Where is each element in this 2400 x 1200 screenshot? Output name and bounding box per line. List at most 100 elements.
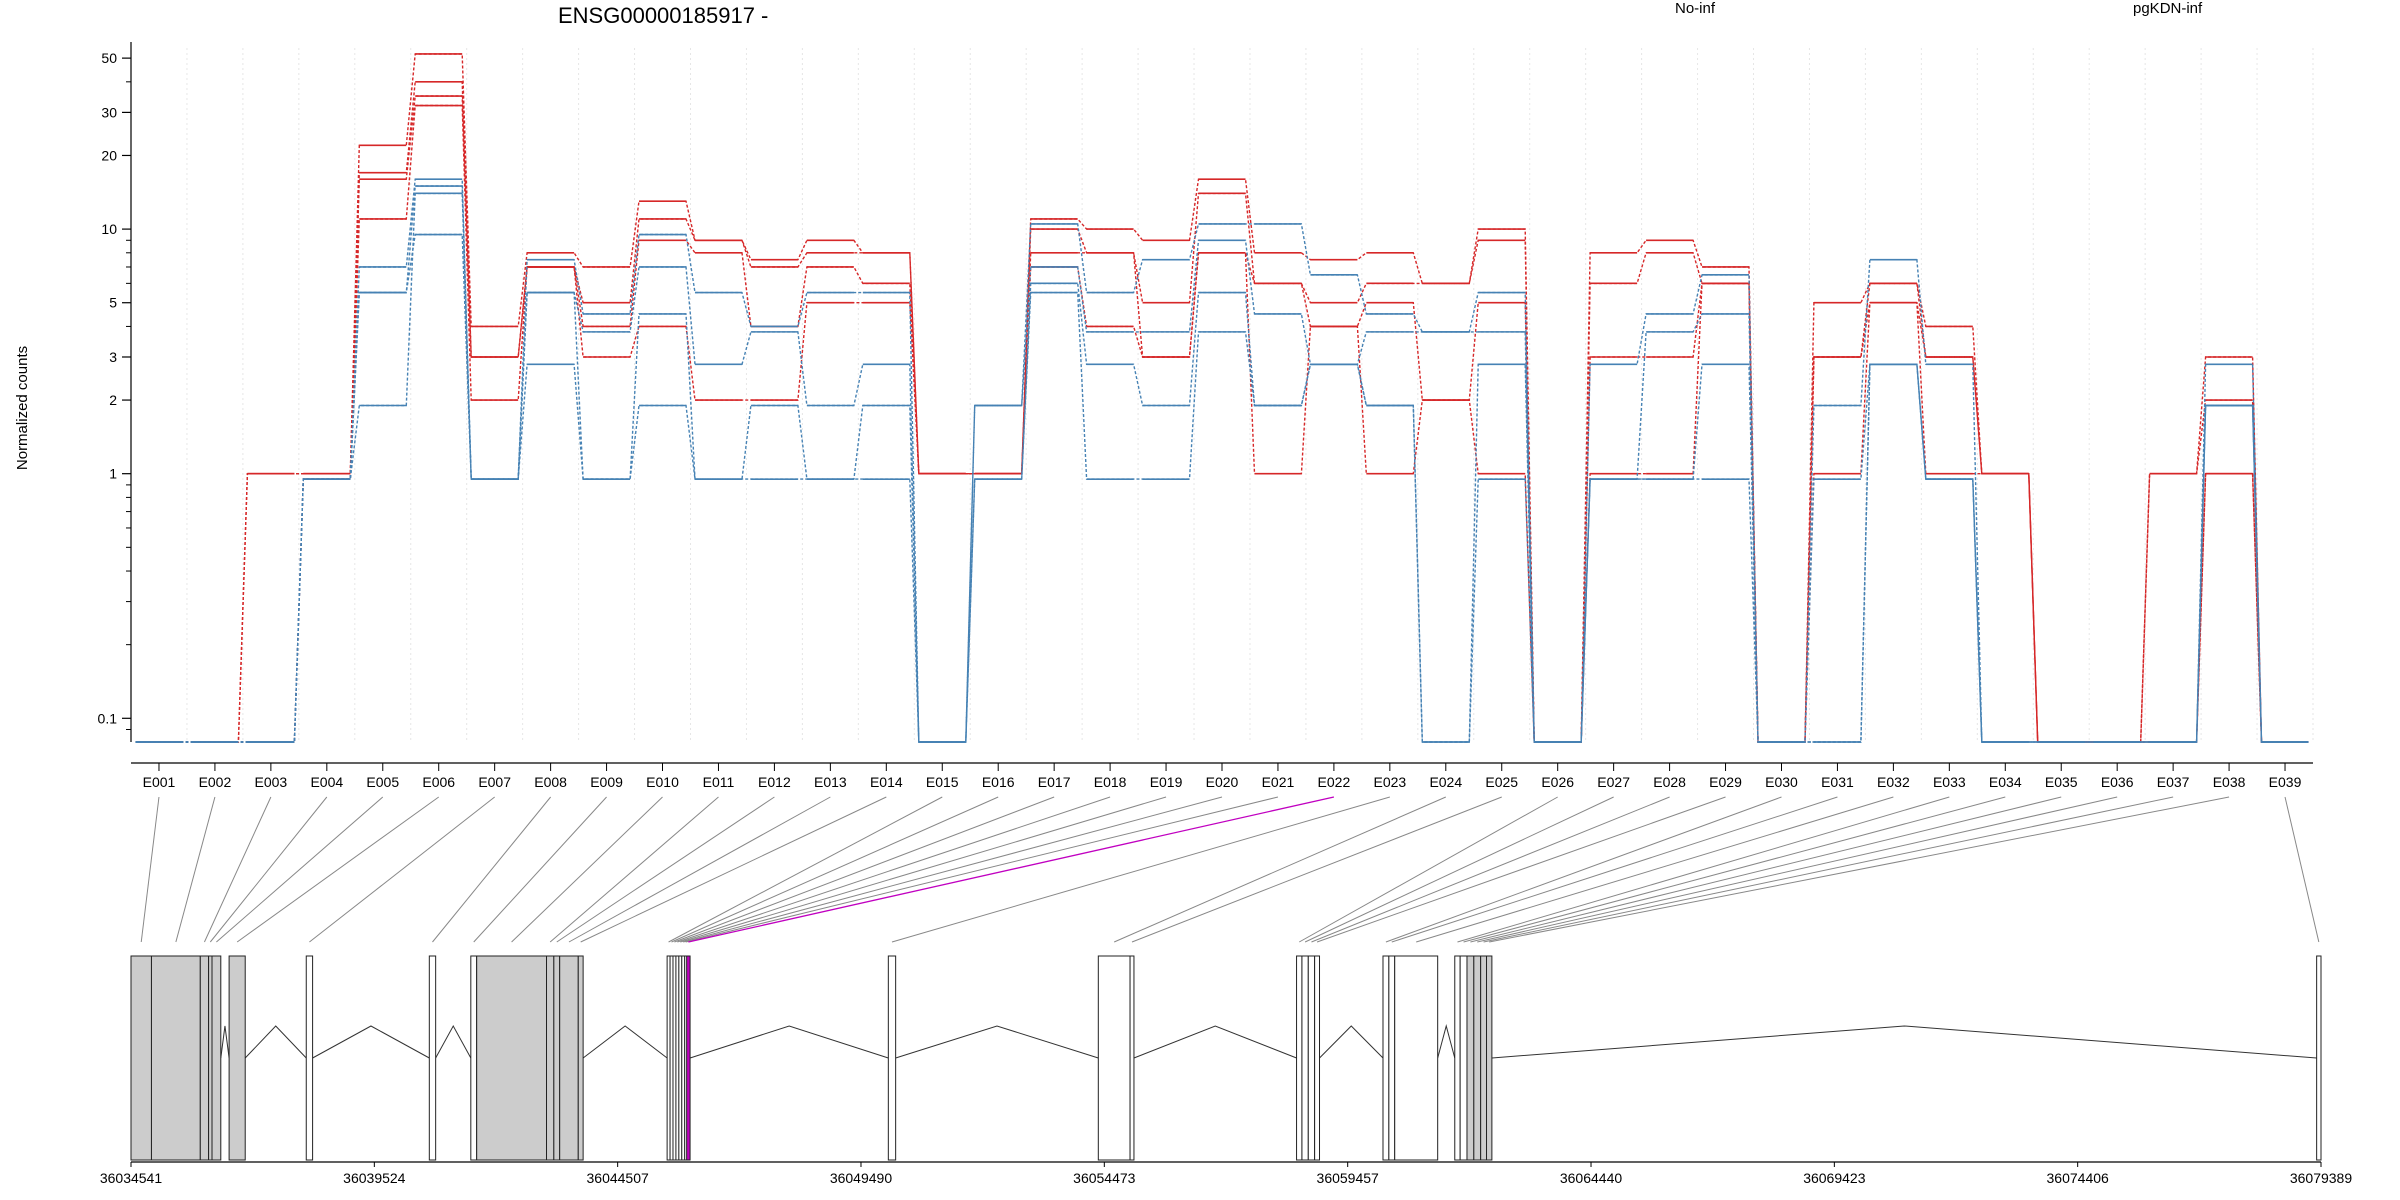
exon-label-e036: E036 xyxy=(2101,774,2134,790)
exon-label-e003: E003 xyxy=(255,774,288,790)
connector-e028 xyxy=(1311,796,1670,943)
exon-label-e034: E034 xyxy=(1989,774,2022,790)
coord-label: 36064440 xyxy=(1560,1170,1623,1186)
connector-e002 xyxy=(175,796,216,943)
genomic-coordinate-axis: 36034541 36039524 36044507 36049490 36054473… xyxy=(100,1161,2353,1186)
exon-label-e038: E038 xyxy=(2213,774,2246,790)
exon-box-e023 xyxy=(887,955,897,1161)
connector-e027 xyxy=(1304,796,1614,943)
series-line-pgkdn-inf-5 xyxy=(135,178,2309,743)
exon-box-e036 xyxy=(1473,955,1482,1161)
connector-e035 xyxy=(1470,796,2062,943)
connector-e039 xyxy=(2284,796,2320,943)
connector-e015 xyxy=(668,796,943,943)
exon-box-e011 xyxy=(546,955,555,1161)
legend-no-inf: No-inf xyxy=(1675,0,1716,17)
connector-e016 xyxy=(671,796,999,943)
connector-e031 xyxy=(1391,796,1838,943)
exon-label-e008: E008 xyxy=(534,774,567,790)
connector-e034 xyxy=(1463,796,2006,943)
intron xyxy=(895,1025,1099,1059)
exon-box-e009 xyxy=(470,955,478,1161)
exon-box-e024 xyxy=(1097,955,1131,1161)
connector-e003 xyxy=(203,796,272,943)
exon-label-e002: E002 xyxy=(199,774,232,790)
exon-box-e012 xyxy=(553,955,561,1161)
connector-e005 xyxy=(216,796,384,943)
exon-axis: E001 E002 E003 E004 E005 E006 E007 E008 E009 E010… xyxy=(131,762,2313,790)
exon-label-e009: E009 xyxy=(590,774,623,790)
exon-label-e028: E028 xyxy=(1653,774,1686,790)
connector-e006 xyxy=(236,796,440,943)
connector-e014 xyxy=(580,796,887,943)
exon-label-e023: E023 xyxy=(1373,774,1406,790)
y-tick-label: 1 xyxy=(109,466,117,482)
series-line-pgkdn-inf-8 xyxy=(135,233,2309,743)
series-line-no-inf-4 xyxy=(135,104,2309,743)
connector-e030 xyxy=(1385,796,1782,943)
coord-label: 36059457 xyxy=(1317,1170,1380,1186)
series-line-no-inf-1 xyxy=(135,53,2309,743)
connector-e009 xyxy=(473,796,607,943)
exon-label-e031: E031 xyxy=(1821,774,1854,790)
exon-box-e003 xyxy=(199,955,210,1161)
y-axis-label: Normalized counts xyxy=(14,346,31,470)
connector-e001 xyxy=(140,796,160,943)
exon-label-e016: E016 xyxy=(982,774,1015,790)
connector-e029 xyxy=(1316,796,1726,943)
connector-e036 xyxy=(1477,796,2118,943)
exon-label-e022: E022 xyxy=(1318,774,1351,790)
intron xyxy=(689,1025,889,1059)
connector-e019 xyxy=(680,796,1167,943)
exon-box-e034 xyxy=(1459,955,1468,1161)
intron xyxy=(220,1025,230,1059)
connector-e020 xyxy=(683,796,1223,943)
coord-label: 36079389 xyxy=(2290,1170,2353,1186)
exon-label-e030: E030 xyxy=(1765,774,1798,790)
gene-model xyxy=(130,955,2322,1161)
exon-label-e010: E010 xyxy=(646,774,679,790)
exon-label-e018: E018 xyxy=(1094,774,1127,790)
exon-label-e037: E037 xyxy=(2157,774,2190,790)
intron xyxy=(1437,1024,1456,1059)
intron xyxy=(1319,1025,1384,1059)
coord-label: 36034541 xyxy=(100,1170,163,1186)
exon-label-e020: E020 xyxy=(1206,774,1239,790)
y-tick-label: 3 xyxy=(109,349,117,365)
y-tick-label: 5 xyxy=(109,295,117,311)
exon-box-e008 xyxy=(428,955,437,1161)
y-tick-label: 20 xyxy=(101,147,117,163)
y-tick-label: 50 xyxy=(101,50,117,66)
exon-label-e039: E039 xyxy=(2269,774,2302,790)
exon-box-e027 xyxy=(1301,955,1309,1161)
y-axis: 0.1 1 2 3 5 10 20 30 50 xyxy=(98,42,132,742)
exon-box-e026 xyxy=(1296,955,1303,1161)
exon-label-e005: E005 xyxy=(366,774,399,790)
intron xyxy=(582,1025,668,1059)
connector-e024 xyxy=(1113,796,1446,943)
connector-e022 xyxy=(688,796,1335,943)
exon-box-e037 xyxy=(1480,955,1488,1161)
exon-label-e004: E004 xyxy=(310,774,343,790)
series-line-no-inf-2 xyxy=(135,81,2309,743)
exon-box-e022 xyxy=(686,955,691,1161)
y-tick-label: 2 xyxy=(109,392,117,408)
exon-label-e006: E006 xyxy=(422,774,455,790)
series-line-pgkdn-inf-6 xyxy=(135,185,2309,743)
exon-box-e028 xyxy=(1307,955,1316,1161)
exon-box-e010 xyxy=(476,955,548,1161)
exon-label-e007: E007 xyxy=(478,774,511,790)
connector-e010 xyxy=(511,796,663,943)
chart-title: ENSG00000185917 - xyxy=(558,3,768,28)
connector-e026 xyxy=(1299,796,1558,943)
connector-e011 xyxy=(549,796,719,943)
connector-e037 xyxy=(1483,796,2174,943)
exon-box-e038 xyxy=(1486,955,1493,1161)
series-line-pgkdn-inf-7 xyxy=(135,192,2309,743)
exon-label-e017: E017 xyxy=(1038,774,1071,790)
coord-label: 36044507 xyxy=(587,1170,650,1186)
connector-e018 xyxy=(677,796,1111,943)
exon-label-e032: E032 xyxy=(1877,774,1910,790)
exon-label-e027: E027 xyxy=(1597,774,1630,790)
